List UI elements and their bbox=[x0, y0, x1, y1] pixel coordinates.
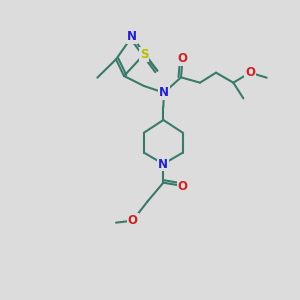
Text: N: N bbox=[127, 30, 137, 43]
Text: O: O bbox=[245, 66, 255, 79]
Text: S: S bbox=[140, 48, 148, 61]
Text: O: O bbox=[178, 179, 188, 193]
Text: O: O bbox=[128, 214, 138, 227]
Text: O: O bbox=[178, 52, 188, 65]
Text: N: N bbox=[159, 86, 169, 99]
Text: N: N bbox=[158, 158, 168, 170]
